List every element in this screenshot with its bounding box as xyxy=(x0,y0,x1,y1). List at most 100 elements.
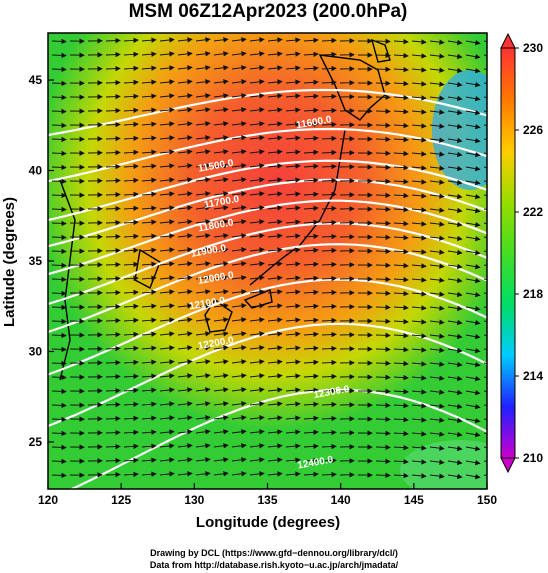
wind-vector xyxy=(375,38,391,45)
wind-vector xyxy=(267,289,283,295)
wind-vector xyxy=(159,149,175,155)
wind-vector xyxy=(51,192,67,199)
wind-vector xyxy=(195,121,211,127)
wind-vector xyxy=(141,205,157,211)
wind-vector xyxy=(195,51,211,57)
wind-vector xyxy=(141,121,157,127)
wind-vector xyxy=(375,220,391,227)
wind-vector xyxy=(213,443,229,449)
wind-vector xyxy=(465,67,481,74)
wind-vector xyxy=(429,291,445,297)
x-tick-label: 145 xyxy=(404,493,424,507)
wind-vector xyxy=(195,373,211,379)
wind-vector xyxy=(267,121,283,127)
wind-vector xyxy=(285,177,301,183)
wind-vector xyxy=(303,303,319,310)
wind-vector xyxy=(213,93,229,99)
wind-vector xyxy=(465,39,481,46)
wind-vector xyxy=(141,93,157,99)
wind-vector xyxy=(375,178,391,185)
wind-vector xyxy=(393,472,409,479)
wind-vector xyxy=(393,80,409,87)
wind-vector xyxy=(393,248,409,255)
wind-vector xyxy=(321,401,337,408)
wind-vector xyxy=(321,331,337,338)
wind-vector xyxy=(465,389,481,396)
wind-vector xyxy=(411,375,427,381)
height-contour xyxy=(48,178,487,248)
wind-vector xyxy=(105,191,121,198)
x-tick-label: 130 xyxy=(184,493,204,507)
wind-vector xyxy=(393,290,409,297)
wind-vector xyxy=(393,262,409,269)
wind-vector xyxy=(267,205,283,211)
wind-vector xyxy=(105,429,121,436)
wind-vector xyxy=(411,291,427,297)
wind-vector xyxy=(141,65,157,71)
wind-vector xyxy=(411,389,427,395)
wind-vector xyxy=(51,206,67,213)
wind-vector xyxy=(51,262,67,269)
wind-vector xyxy=(429,81,445,87)
wind-vector xyxy=(285,121,301,127)
wind-vector xyxy=(285,443,301,449)
wind-vector xyxy=(213,359,229,365)
x-tick-label: 150 xyxy=(477,493,497,507)
wind-vector xyxy=(465,95,481,102)
wind-vector xyxy=(159,163,175,169)
wind-vector xyxy=(321,149,337,156)
wind-vector xyxy=(195,135,211,141)
wind-vector xyxy=(465,123,481,130)
wind-vector xyxy=(303,331,319,338)
wind-vector xyxy=(321,443,337,450)
wind-vector xyxy=(411,361,427,367)
height-contour xyxy=(48,222,487,306)
wind-vector xyxy=(123,471,139,478)
wind-vector xyxy=(249,373,265,379)
wind-vector xyxy=(51,374,67,381)
wind-vector xyxy=(51,276,67,283)
wind-vector xyxy=(411,249,427,255)
wind-vector xyxy=(195,233,211,239)
wind-vector xyxy=(51,318,67,325)
wind-vector xyxy=(303,93,319,100)
wind-vector xyxy=(51,290,67,297)
wind-vector xyxy=(123,345,139,352)
wind-vector xyxy=(249,359,265,365)
wind-vector xyxy=(285,317,301,323)
wind-vector xyxy=(159,177,175,183)
chart-title: MSM 06Z12Apr2023 (200.0hPa) xyxy=(129,1,408,22)
wind-vector xyxy=(303,457,319,464)
wind-vector xyxy=(195,149,211,155)
wind-vector xyxy=(213,79,229,85)
wind-vector xyxy=(177,107,193,113)
wind-vector xyxy=(285,79,301,85)
wind-vector xyxy=(123,457,139,464)
wind-vector xyxy=(159,401,175,407)
wind-vector xyxy=(51,66,67,73)
wind-vector xyxy=(123,163,139,170)
wind-vector xyxy=(213,191,229,197)
wind-vector xyxy=(231,135,247,141)
wind-vector xyxy=(249,93,265,99)
wind-vector xyxy=(321,121,337,128)
wind-vector xyxy=(321,359,337,366)
x-tick-label: 120 xyxy=(38,493,58,507)
wind-vector xyxy=(375,192,391,199)
wind-vector xyxy=(429,95,445,101)
wind-vector xyxy=(303,359,319,366)
wind-vector xyxy=(177,457,193,463)
wind-vector xyxy=(447,291,463,298)
x-tick-label: 135 xyxy=(257,493,277,507)
wind-vector xyxy=(267,51,283,57)
wind-vector xyxy=(303,415,319,422)
wind-vector xyxy=(159,317,175,323)
wind-vector xyxy=(195,191,211,197)
wind-vector xyxy=(213,149,229,155)
wind-vector xyxy=(249,317,265,323)
wind-vector xyxy=(267,443,283,449)
wind-vector xyxy=(447,459,463,466)
wind-vector xyxy=(213,205,229,211)
wind-vector xyxy=(231,373,247,379)
wind-vector xyxy=(159,65,175,71)
